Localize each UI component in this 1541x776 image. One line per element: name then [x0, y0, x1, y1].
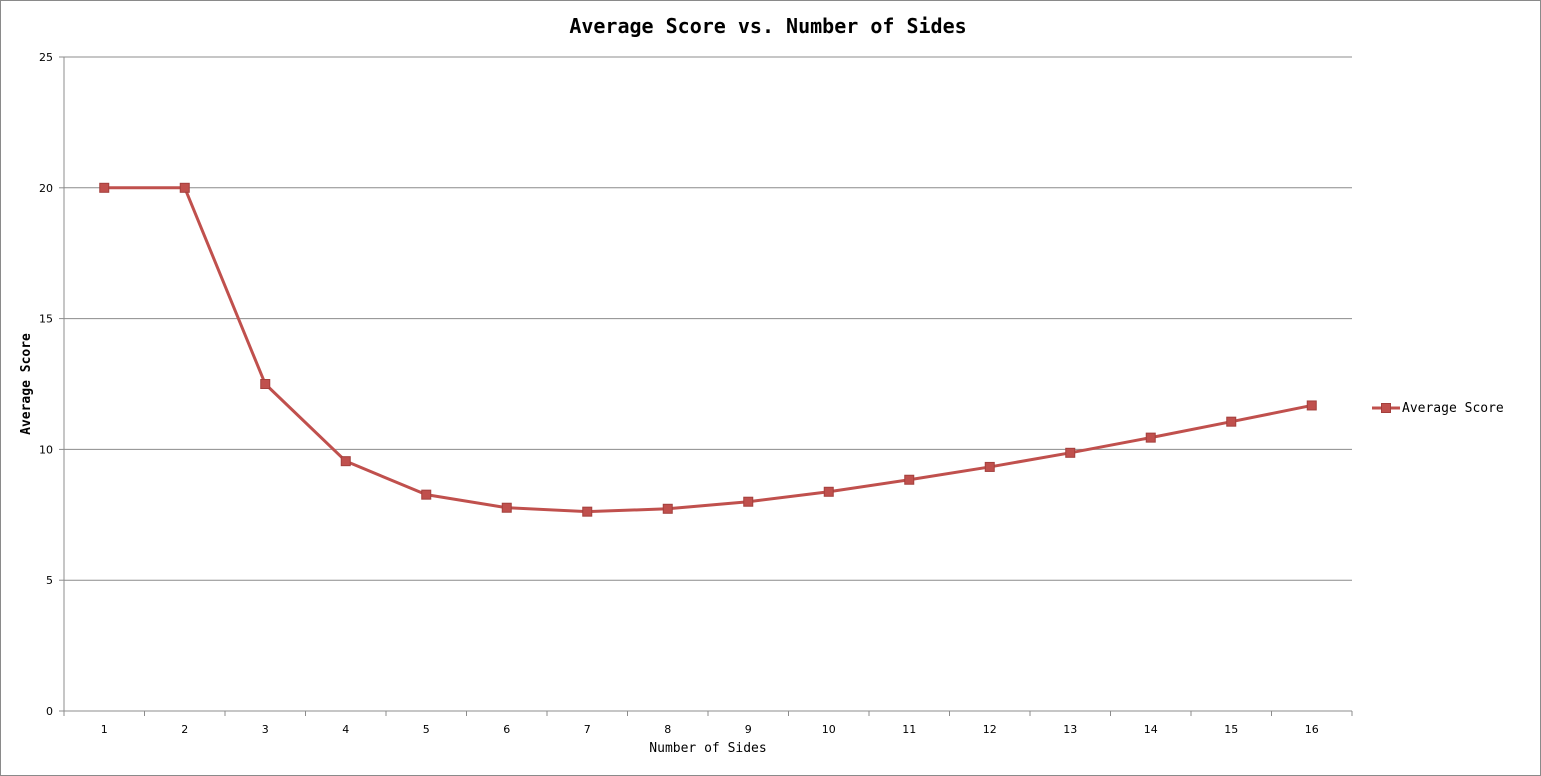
x-tick-label: 8: [664, 723, 671, 736]
data-point: [984, 461, 995, 472]
x-tick-label: 16: [1305, 723, 1319, 736]
x-tick-label: 4: [342, 723, 349, 736]
x-tick-label: 11: [902, 723, 916, 736]
y-axis-label: Average Score: [19, 333, 34, 435]
y-tick-labels: 0 5 10 15 20 25: [39, 51, 53, 718]
x-tick-label: 6: [503, 723, 510, 736]
chart-title: Average Score vs. Number of Sides: [569, 14, 966, 38]
legend-label: Average Score: [1402, 401, 1504, 416]
x-tick-label: 5: [423, 723, 430, 736]
x-tick-label: 13: [1063, 723, 1077, 736]
x-axis-label: Number of Sides: [649, 741, 766, 756]
x-tick-label: 14: [1144, 723, 1158, 736]
data-point: [1065, 447, 1076, 458]
gridlines: [64, 56, 1352, 581]
x-tick-label: 9: [745, 723, 752, 736]
data-point: [823, 486, 834, 497]
data-point: [1226, 416, 1237, 427]
y-tick-label: 10: [39, 443, 53, 456]
y-tick-label: 25: [39, 51, 53, 64]
series-line: [104, 186, 1313, 514]
data-point: [99, 182, 110, 193]
x-tick-label: 10: [822, 723, 836, 736]
y-tick-label: 5: [46, 574, 53, 587]
axes: [59, 56, 1353, 716]
data-point: [1306, 400, 1317, 411]
x-tick-label: 2: [181, 723, 188, 736]
series-group: [99, 182, 1317, 517]
data-point: [340, 456, 351, 467]
data-point: [501, 502, 512, 513]
x-tick-label: 12: [983, 723, 997, 736]
legend: Average Score: [1372, 401, 1504, 416]
data-point: [904, 474, 915, 485]
y-tick-label: 20: [39, 182, 53, 195]
x-tick-label: 7: [584, 723, 591, 736]
x-tick-label: 3: [262, 723, 269, 736]
x-tick-label: 1: [101, 723, 108, 736]
data-point: [421, 489, 432, 500]
data-point: [1145, 432, 1156, 443]
data-point: [179, 182, 190, 193]
x-tick-labels: 1 2 3 4 5 6 7 8 9 10 11 12 13 14 15 16: [101, 723, 1319, 736]
data-point: [743, 496, 754, 507]
data-point: [260, 379, 271, 389]
y-tick-label: 0: [46, 705, 53, 718]
x-tick-label: 15: [1224, 723, 1238, 736]
data-point: [662, 503, 673, 514]
y-tick-label: 15: [39, 313, 53, 326]
legend-marker: [1381, 403, 1391, 413]
data-point: [582, 506, 593, 517]
